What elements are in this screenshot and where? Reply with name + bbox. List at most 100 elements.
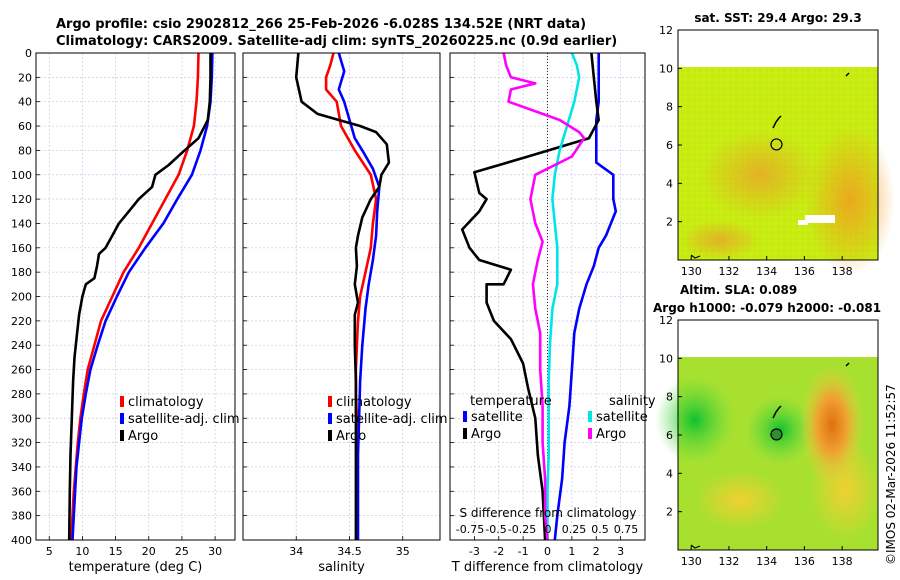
salinity-legend-swatch [328, 396, 332, 407]
figure-title-line1: Argo profile: csio 2902812_266 25-Feb-20… [56, 17, 586, 32]
temperature-ytick-label: 340 [11, 461, 32, 474]
temperature-xtick-label: 30 [208, 545, 222, 558]
sst-warm-region-bottom [680, 220, 760, 260]
sst-island-coast-nw [845, 72, 850, 77]
sla-yellow-anomaly-south [695, 470, 785, 530]
temperature-series-argo [67, 53, 212, 541]
sla_map-ytick-label: 6 [666, 429, 673, 442]
diff-s-tick-label: -0.25 [508, 523, 536, 536]
salinity-legend-swatch [328, 413, 332, 424]
diff-legend-label: Argo [596, 427, 626, 442]
sst_map-ytick-label: 10 [659, 62, 673, 75]
sla-green-anomaly-west [655, 375, 735, 465]
copyright-timestamp: ©IMOS 02-Mar-2026 11:52:57 [884, 384, 898, 565]
sst_map-ytick-label: 4 [666, 177, 673, 190]
sla-argo-marker [770, 428, 783, 441]
sst_map-xtick-label: 134 [756, 265, 777, 278]
sst-island-coast-sw [690, 254, 701, 259]
sla-map-panel: Altim. SLA: 0.089 Argo h1000: -0.079 h20… [653, 283, 881, 568]
temperature-ytick-label: 400 [11, 534, 32, 547]
diff-s-tick-label: 0.25 [562, 523, 587, 536]
sla-orange-anomaly [800, 365, 864, 485]
sla_map-xtick-label: 134 [756, 555, 777, 568]
sla_map-frame [677, 319, 879, 551]
temperature-legend-label: satellite-adj. clim [128, 412, 240, 427]
differences-frame [449, 52, 646, 541]
salinity-legend-label: Argo [336, 429, 366, 444]
diff-legend-temperature-heading: temperature [470, 394, 552, 409]
salinity-xtick-label: 34 [289, 545, 303, 558]
temperature-panel: 0 20 40 60 80 100 120 140 160 180 200 220 240 260 280 3… [11, 47, 240, 575]
differences-series-temperature-argo [460, 52, 601, 541]
temperature-ytick-label: 380 [11, 510, 32, 523]
differences-series-salinity-argo [502, 52, 586, 541]
sla_map-xtick-label: 130 [681, 555, 702, 568]
sla-island-coast-sw [690, 544, 701, 549]
salinity-frame [242, 52, 441, 541]
sst_map-ytick-label: 2 [666, 216, 673, 229]
salinity-xlabel: salinity [318, 560, 365, 575]
differences-xtick-label: -2 [493, 545, 504, 558]
temperature-frame [35, 52, 236, 541]
sla_map-ytick-label: 10 [659, 352, 673, 365]
salinity-xtick-label: 35 [396, 545, 410, 558]
differences-xtick-label: 2 [593, 545, 600, 558]
diff-legend-label: Argo [471, 427, 501, 442]
sst_map-xtick-label: 138 [832, 265, 853, 278]
temperature-xtick-label: 25 [175, 545, 189, 558]
temperature-xtick-label: 10 [75, 545, 89, 558]
temperature-xtick-label: 15 [109, 545, 123, 558]
sst-missing-data-patch-small [798, 220, 808, 225]
figure-title-line2: Climatology: CARS2009. Satellite-adj cli… [56, 34, 617, 49]
sla_map-ytick-label: 4 [666, 467, 673, 480]
temperature-ytick-label: 100 [11, 169, 32, 182]
salinity-legend-swatch [328, 430, 332, 441]
diff-s-tick-label: 0.5 [591, 523, 609, 536]
sla_map-ytick-label: 8 [666, 391, 673, 404]
differences-xtick-label: -1 [518, 545, 529, 558]
sst-map-panel: sat. SST: 29.4 Argo: 29.3 130 132 134 136 13… [659, 11, 895, 278]
sst_map-ytick-label: 8 [666, 101, 673, 114]
differences-xtick-label: 1 [568, 545, 575, 558]
diff-legend-swatch [463, 411, 467, 422]
temperature-ytick-label: 40 [18, 96, 32, 109]
sst_map-xtick-label: 132 [718, 265, 739, 278]
sla_map-ytick-label: 12 [659, 314, 673, 327]
temperature-ytick-label: 260 [11, 364, 32, 377]
diff-legend-swatch [588, 411, 592, 422]
differences-series-salinity-satellite [546, 52, 581, 540]
sst_map-ytick-label: 6 [666, 139, 673, 152]
salinity-legend-label: climatology [336, 395, 412, 410]
sla_map-xtick-label: 138 [832, 555, 853, 568]
sla-island-coast-nw [845, 362, 850, 367]
temperature-ytick-label: 140 [11, 217, 32, 230]
temperature-legend-swatch [120, 430, 124, 441]
temperature-ytick-label: 220 [11, 315, 32, 328]
temperature-ytick-label: 180 [11, 266, 32, 279]
differences-xlabel: T difference from climatology [451, 560, 644, 575]
temperature-ytick-label: 60 [18, 120, 32, 133]
diff-legend-swatch [588, 428, 592, 439]
diff-legend-label: satellite [596, 410, 648, 425]
sst-warm-region-right [805, 125, 895, 275]
temperature-legend-swatch [120, 396, 124, 407]
sla-map-axes: 130 132 134 136 138 2 4 6 8 10 12 [659, 314, 879, 568]
differences-xtick-label: 0 [544, 545, 551, 558]
diff-s-axis-label: S difference from climatology [460, 506, 637, 520]
temperature-ytick-label: 200 [11, 291, 32, 304]
sla_map-xtick-label: 136 [794, 555, 815, 568]
sst_map-xtick-label: 130 [681, 265, 702, 278]
sst_map-frame [677, 29, 879, 261]
salinity-series-satellite-adj-clim [337, 52, 381, 540]
sla-map-title-line1: Altim. SLA: 0.089 [680, 283, 797, 297]
difference-panel: -3 -2 -1 0 1 2 3 T difference from climatology t… [449, 52, 656, 575]
temperature-ytick-label: 360 [11, 485, 32, 498]
differences-series-temperature-satellite [553, 53, 618, 541]
temperature-ytick-label: 80 [18, 144, 32, 157]
sst-island-coast [772, 115, 782, 129]
temperature-xlabel: temperature (deg C) [69, 560, 203, 575]
differences-xtick-label: -3 [469, 545, 480, 558]
temperature-ytick-label: 120 [11, 193, 32, 206]
temperature-ytick-label: 240 [11, 339, 32, 352]
